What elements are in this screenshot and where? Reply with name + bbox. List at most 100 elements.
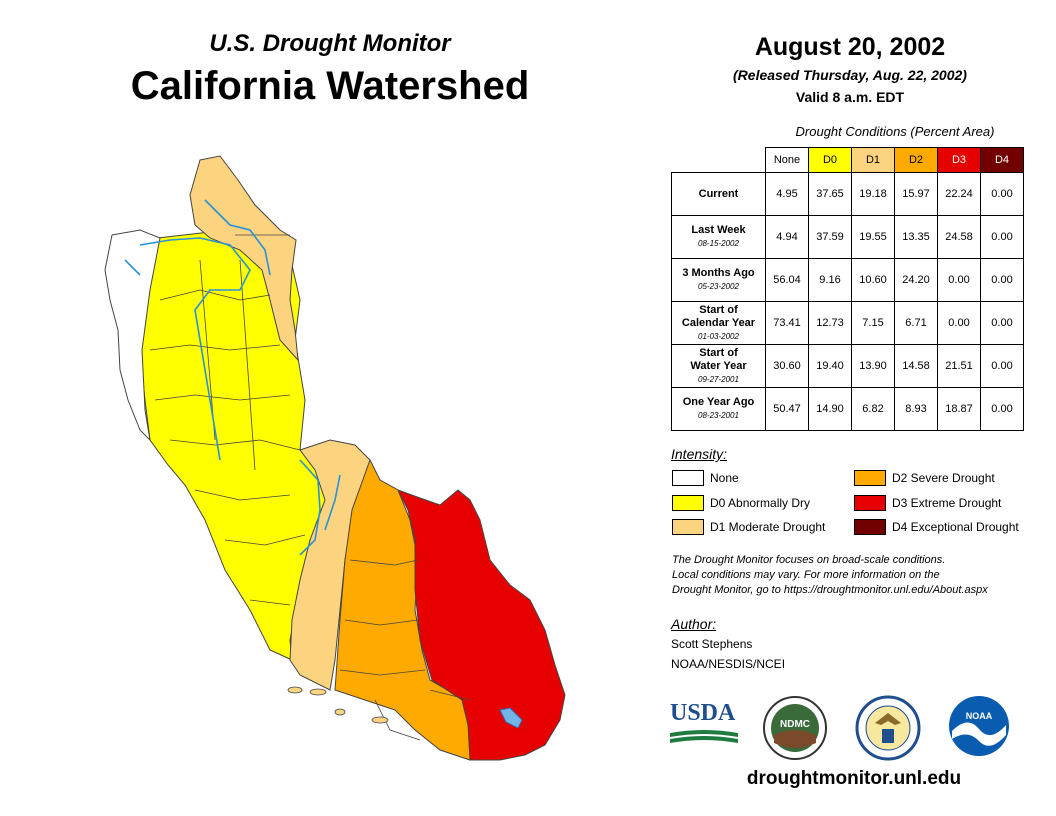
table-cell: 15.97	[894, 172, 938, 216]
legend-item-d1: D1 Moderate Drought	[672, 519, 825, 535]
table-row: Start of Calendar Year 01-03-2002 73.41 12…	[671, 301, 1024, 345]
legend-swatch	[672, 495, 704, 511]
region-none	[104, 229, 161, 442]
table-cell: 6.82	[851, 387, 895, 431]
col-header-d1: D1	[851, 147, 895, 173]
disclaimer-note: The Drought Monitor focuses on broad-sca…	[672, 553, 1052, 598]
table-cell: 0.00	[980, 301, 1024, 345]
commerce-seal-icon	[855, 695, 921, 761]
author-name: Scott Stephens	[671, 637, 753, 651]
table-row: Start of Water Year 09-27-2001 30.60 19.40…	[671, 344, 1024, 388]
table-cell: 0.00	[980, 387, 1024, 431]
map-title: California Watershed	[130, 64, 530, 108]
table-cell: 14.58	[894, 344, 938, 388]
legend-item-d2: D2 Severe Drought	[854, 470, 995, 486]
table-cell: 0.00	[937, 301, 981, 345]
salton-sea	[499, 707, 523, 729]
table-cell: 8.93	[894, 387, 938, 431]
map-date: August 20, 2002	[754, 33, 946, 61]
row-label: Last Week 08-15-2002	[671, 215, 766, 259]
col-header-d4: D4	[980, 147, 1024, 173]
channel-islands	[287, 686, 389, 724]
table-cell: 24.58	[937, 215, 981, 259]
row-label: Start of Calendar Year 01-03-2002	[671, 301, 766, 345]
noaa-logo-icon: NOAA	[949, 696, 1009, 756]
row-label: 3 Months Ago 05-23-2002	[671, 258, 766, 302]
table-cell: 0.00	[980, 344, 1024, 388]
author-title: Author:	[671, 616, 717, 632]
table-cell: 10.60	[851, 258, 895, 302]
ndmc-logo-icon: NDMC	[763, 696, 827, 760]
legend-swatch	[672, 470, 704, 486]
table-cell: 12.73	[808, 301, 852, 345]
row-label: Current	[671, 172, 766, 216]
legend-swatch	[672, 519, 704, 535]
table-cell: 18.87	[937, 387, 981, 431]
table-cell: 22.24	[937, 172, 981, 216]
row-label: Start of Water Year 09-27-2001	[671, 344, 766, 388]
table-cell: 56.04	[765, 258, 809, 302]
legend-label: None	[710, 471, 739, 485]
svg-text:NOAA: NOAA	[966, 711, 993, 721]
note-line: The Drought Monitor focuses on broad-sca…	[672, 554, 946, 566]
table-cell: 37.59	[808, 215, 852, 259]
col-header-d2: D2	[894, 147, 938, 173]
table-title: Drought Conditions (Percent Area)	[795, 124, 995, 139]
table-cell: 6.71	[894, 301, 938, 345]
legend-label: D3 Extreme Drought	[892, 496, 1002, 510]
legend-item-none: None	[672, 470, 739, 486]
subbasin-boundaries	[149, 234, 471, 741]
legend-swatch	[854, 495, 886, 511]
col-header-none: None	[765, 147, 809, 173]
table-cell: 37.65	[808, 172, 852, 216]
table-cell: 21.51	[937, 344, 981, 388]
table-row: 3 Months Ago 05-23-2002 56.04 9.16 10.60 …	[671, 258, 1024, 302]
valid-time: Valid 8 a.m. EDT	[795, 89, 905, 105]
table-cell: 19.18	[851, 172, 895, 216]
table-cell: 0.00	[937, 258, 981, 302]
col-header-d3: D3	[937, 147, 981, 173]
usda-logo-icon: USDA	[670, 700, 738, 750]
table-row: One Year Ago 08-23-2001 50.47 14.90 6.82 …	[671, 387, 1024, 431]
table-cell: 50.47	[765, 387, 809, 431]
table-cell: 4.94	[765, 215, 809, 259]
table-cell: 24.20	[894, 258, 938, 302]
legend-item-d4: D4 Exceptional Drought	[854, 519, 1019, 535]
legend-swatch	[854, 470, 886, 486]
legend-swatch	[854, 519, 886, 535]
table-cell: 19.40	[808, 344, 852, 388]
header-blank	[672, 148, 766, 173]
table-row: Last Week 08-15-2002 4.94 37.59 19.55 13.…	[671, 215, 1024, 259]
legend-label: D0 Abnormally Dry	[710, 496, 811, 510]
footer-url-link[interactable]: droughtmonitor.unl.edu	[746, 768, 962, 789]
legend-item-d3: D3 Extreme Drought	[854, 495, 1001, 511]
table-cell: 13.90	[851, 344, 895, 388]
col-header-d0: D0	[808, 147, 852, 173]
watershed-map	[104, 155, 566, 761]
table-cell: 73.41	[765, 301, 809, 345]
svg-text:NDMC: NDMC	[780, 719, 810, 730]
legend-title: Intensity:	[671, 446, 728, 462]
legend-label: D1 Moderate Drought	[710, 520, 826, 534]
note-line: Drought Monitor, go to https://droughtmo…	[672, 584, 988, 596]
region-d1-north	[189, 155, 299, 362]
drought-table: None D0 D1 D2 D3 D4 Current 4.95 37.65 1…	[671, 147, 1024, 431]
table-cell: 4.95	[765, 172, 809, 216]
legend-label: D4 Exceptional Drought	[892, 520, 1019, 534]
legend-label: D2 Severe Drought	[892, 471, 995, 485]
table-cell: 13.35	[894, 215, 938, 259]
region-d3	[396, 489, 566, 761]
table-cell: 0.00	[980, 258, 1024, 302]
table-cell: 7.15	[851, 301, 895, 345]
table-cell: 19.55	[851, 215, 895, 259]
table-cell: 0.00	[980, 172, 1024, 216]
table-cell: 0.00	[980, 215, 1024, 259]
note-line: Local conditions may vary. For more info…	[672, 569, 940, 581]
table-cell: 9.16	[808, 258, 852, 302]
rivers	[124, 199, 341, 556]
region-d1-central	[289, 439, 371, 691]
release-date: (Released Thursday, Aug. 22, 2002)	[733, 67, 967, 83]
author-org: NOAA/NESDIS/NCEI	[671, 657, 786, 671]
table-cell: 30.60	[765, 344, 809, 388]
table-cell: 14.90	[808, 387, 852, 431]
